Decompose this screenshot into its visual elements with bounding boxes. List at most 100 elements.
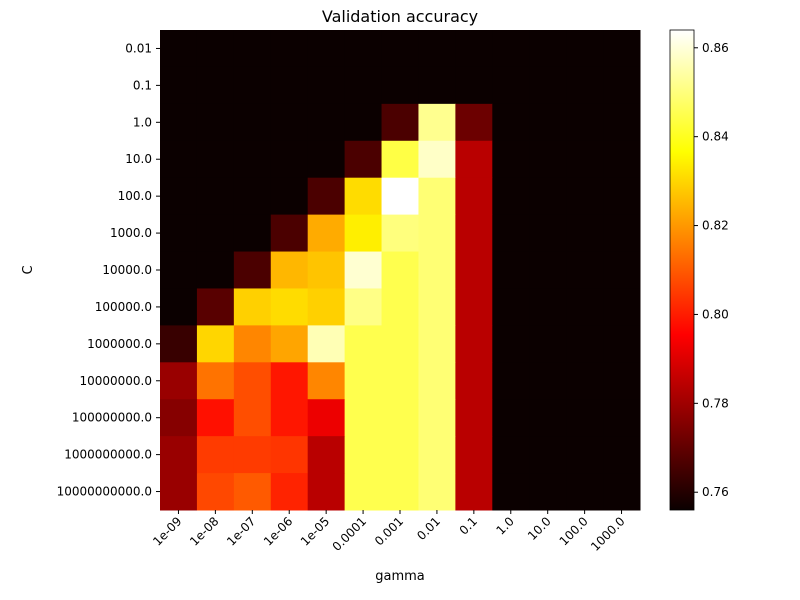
heatmap-cell [160,473,198,511]
heatmap-cell [270,362,309,400]
heatmap-cell [529,177,567,216]
heatmap-cell [492,177,530,216]
colorbar-tick-label: 0.76 [702,485,729,499]
heatmap-cell [566,399,604,437]
colorbar-tick-label: 0.78 [702,396,729,410]
heatmap-cell [529,473,567,511]
heatmap-cell [196,251,235,289]
heatmap-cell [344,362,383,400]
heatmap-cell [160,30,198,68]
heatmap-cell [418,30,456,68]
heatmap-cell [418,399,456,437]
y-tick-label: 1000000000.0 [64,448,152,462]
x-tick-label: 10.0 [525,514,554,543]
heatmap-cell [270,214,309,253]
y-tick-label: 0.1 [133,78,152,92]
heatmap-cell [196,66,235,105]
heatmap-cell [455,103,493,142]
heatmap-cell [381,30,419,68]
heatmap-cell [566,362,604,400]
colorbar-tick-label: 0.80 [702,307,729,321]
heatmap-cell [160,140,198,179]
heatmap-cell [344,30,383,68]
heatmap-cell [270,436,309,474]
heatmap-cell [307,436,346,474]
heatmap-cell [196,362,235,400]
x-tick-label: 100.0 [557,514,591,548]
heatmap-cell [529,362,567,400]
x-tick-label: 0.01 [414,514,443,543]
heatmap-cell [196,288,235,326]
heatmap-cell [233,288,272,326]
x-tick-label: 0.1 [457,514,480,537]
heatmap-cell [529,251,567,289]
heatmap-cell [529,436,567,474]
y-tick-label: 100000.0 [95,300,152,314]
heatmap-cell [233,436,272,474]
heatmap-cell [455,66,493,105]
heatmap-cell [603,288,641,326]
heatmap-cell [492,473,530,511]
heatmap-cell [566,140,604,179]
heatmap-cell [492,399,530,437]
heatmap-cell [492,288,530,326]
y-tick-label: 1000.0 [110,226,152,240]
heatmap-cell [418,325,456,363]
heatmap-cell [307,473,346,511]
heatmap-cell [160,177,198,216]
heatmap-cell [307,103,346,142]
heatmap-cell [344,288,383,326]
heatmap-cell [381,66,419,105]
heatmap-cell [160,362,198,400]
x-tick-label: 0.001 [372,514,406,548]
x-tick-label: 0.0001 [330,514,370,554]
heatmap-cell [603,399,641,437]
heatmap-cell [418,140,456,179]
heatmap-cell [233,66,272,105]
heatmap-cell [160,66,198,105]
heatmap-cell [566,325,604,363]
heatmap-cell [566,251,604,289]
heatmap-cell [270,251,309,289]
heatmap-cell [603,325,641,363]
heatmap-cell [492,103,530,142]
heatmap-cell [196,399,235,437]
heatmap-cell [529,103,567,142]
chart-title: Validation accuracy [322,7,478,26]
heatmap-cell [381,362,419,400]
heatmap-cell [455,473,493,511]
heatmap-cell [233,325,272,363]
heatmap-cell [307,30,346,68]
heatmap-cell [492,362,530,400]
heatmap-cell [566,473,604,511]
heatmap-cell [418,436,456,474]
heatmap-cell [160,436,198,474]
heatmap-cell [418,362,456,400]
heatmap-cell [418,103,456,142]
heatmap-cell [270,30,309,68]
heatmap-cell [566,436,604,474]
heatmap-cell [492,214,530,253]
heatmap-cell [455,288,493,326]
heatmap-cell [270,399,309,437]
heatmap-cell [492,30,530,68]
colorbar-gradient [669,29,695,511]
heatmap-cell [529,140,567,179]
heatmap-cell [160,325,198,363]
heatmap-cell [455,436,493,474]
heatmap-cell [566,103,604,142]
heatmap-cell [418,177,456,216]
heatmap-cell [455,362,493,400]
x-tick-label: 1e-05 [298,514,332,548]
y-tick-label: 100000000.0 [72,411,152,425]
heatmap-cell [603,473,641,511]
x-axis-title: gamma [375,569,425,584]
heatmap-cell [455,177,493,216]
heatmap-cell [418,473,456,511]
heatmap-cell [344,177,383,216]
heatmap-cell [529,288,567,326]
heatmap-cell [455,251,493,289]
heatmap-cell [603,251,641,289]
heatmap-cell [270,288,309,326]
heatmap-cell [381,103,419,142]
